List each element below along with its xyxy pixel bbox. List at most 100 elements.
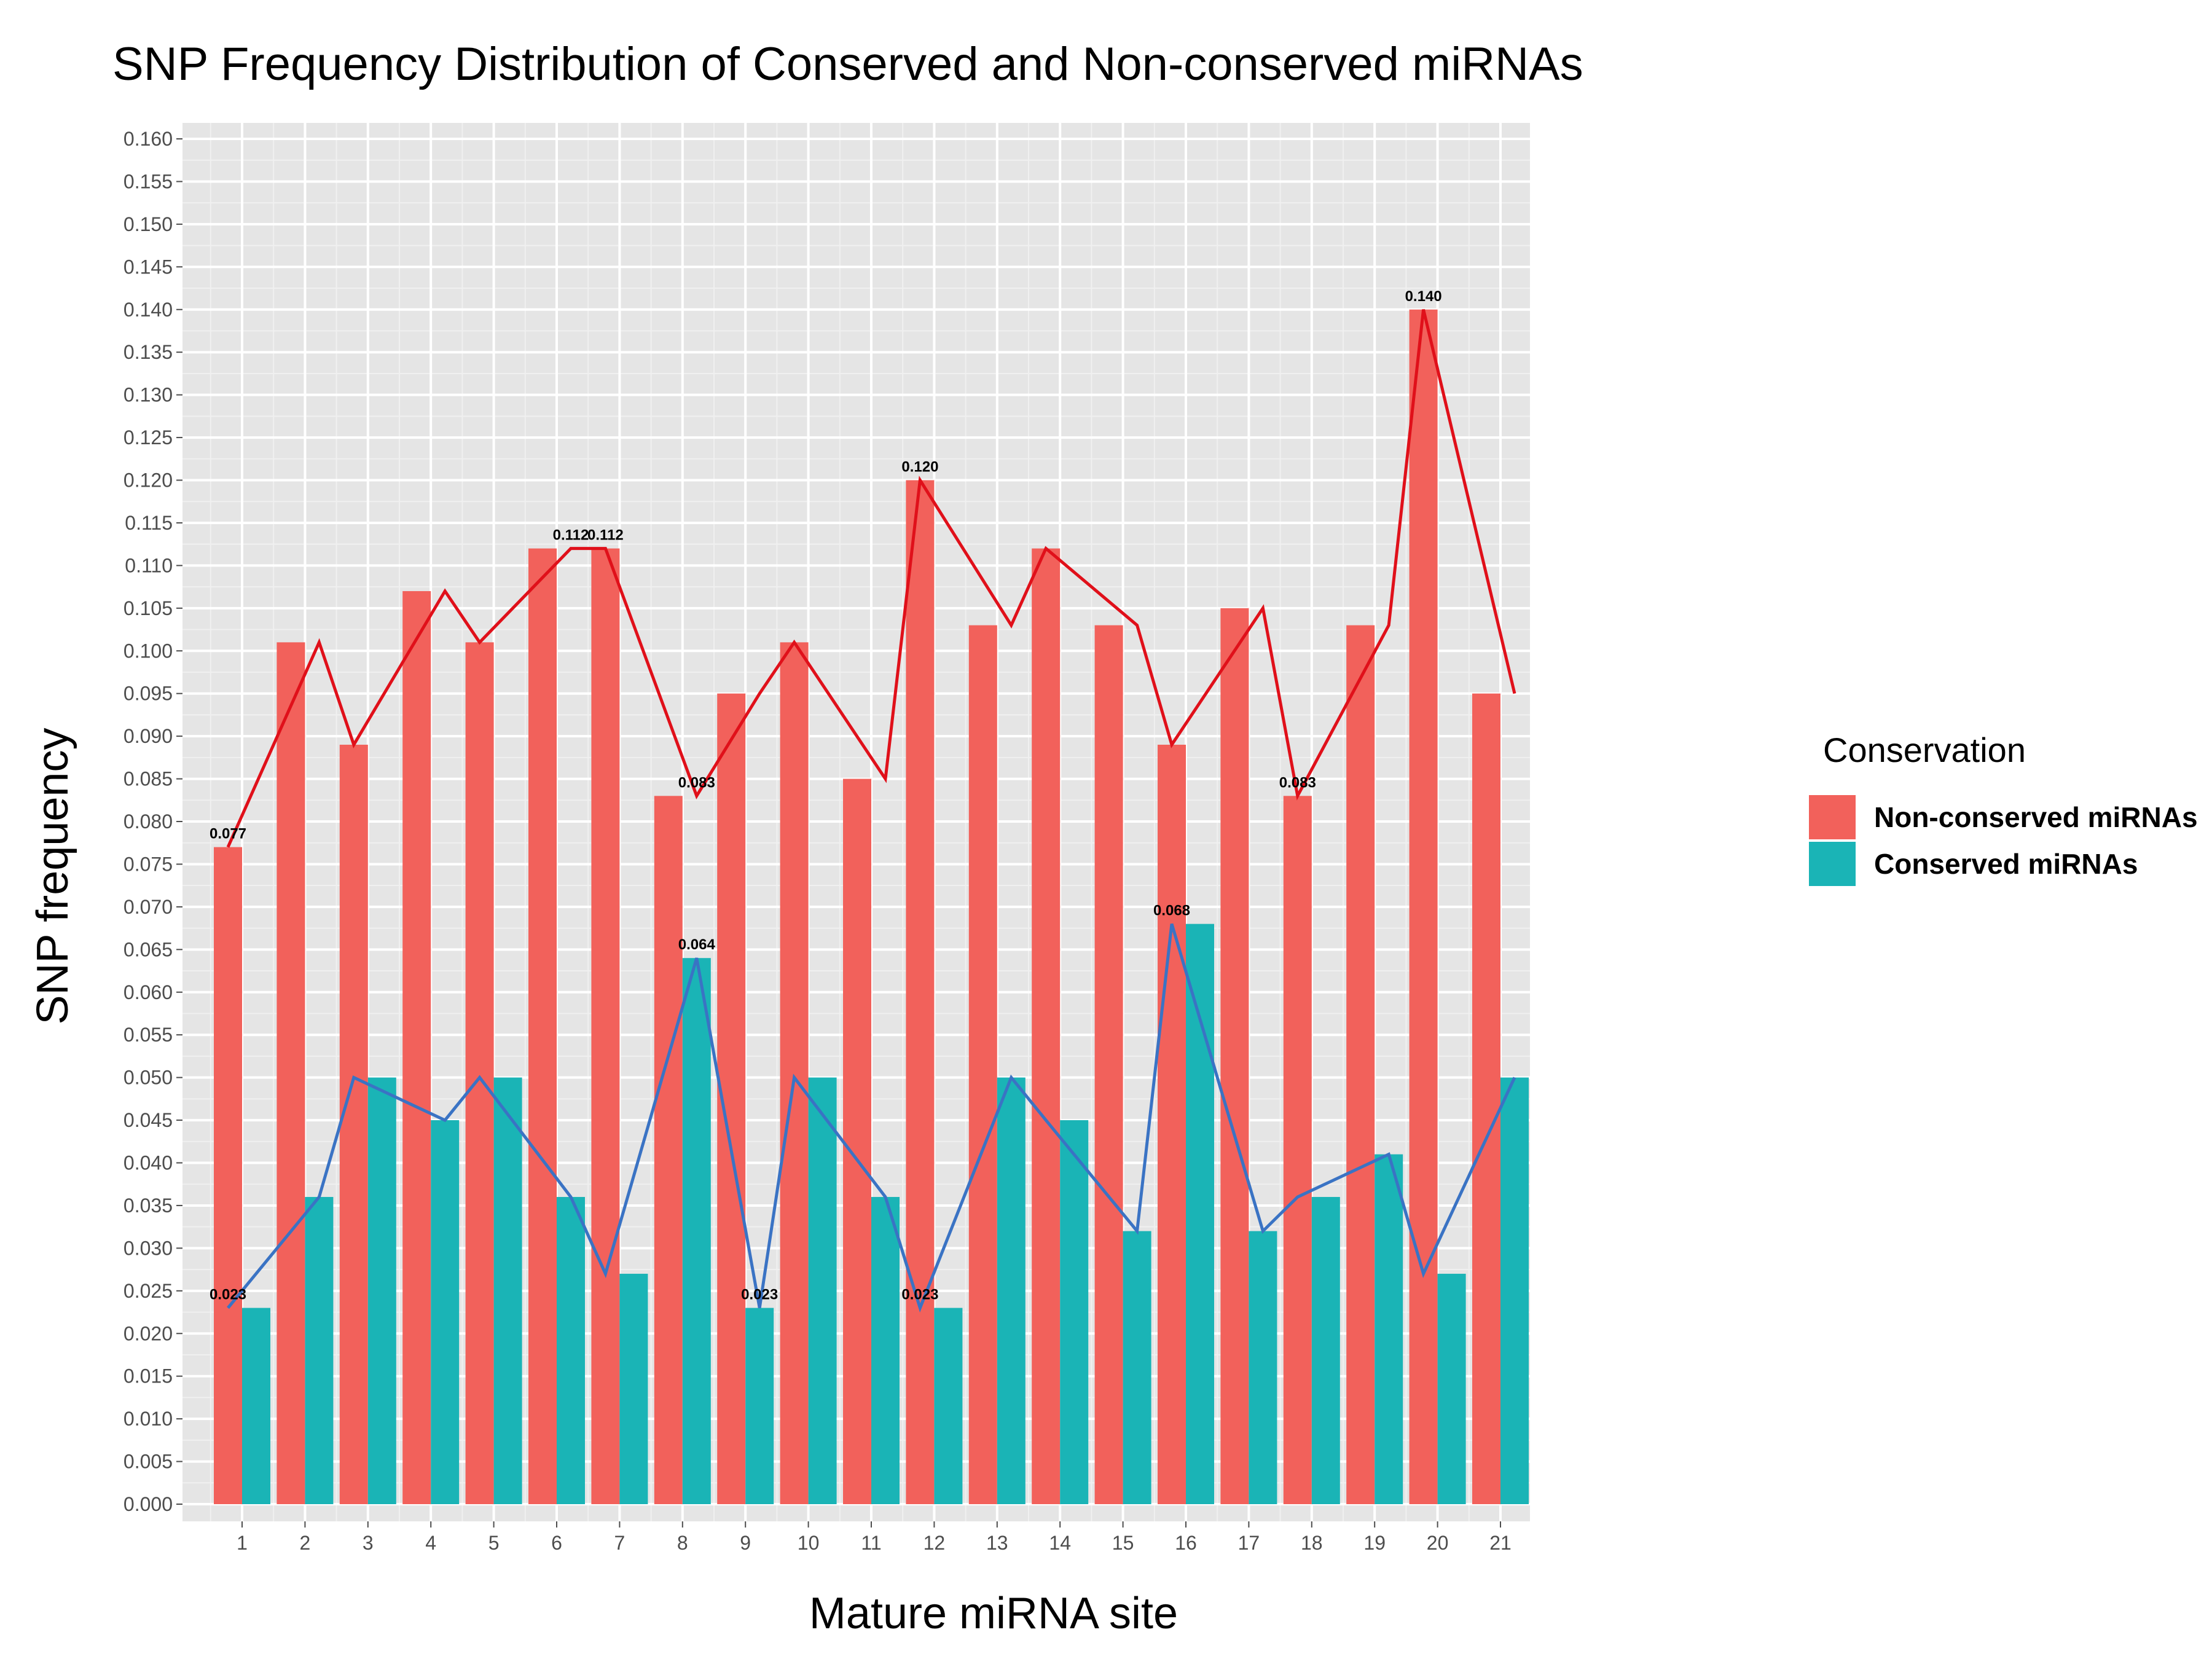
bar-non-conserved-site-17 [1220, 608, 1249, 1504]
y-axis-ticks: 0.000 0.005 0.010 0.015 0.020 0.025 0.030 0.035… [124, 128, 182, 1515]
data-label: 0.140 [1405, 288, 1442, 305]
bar-non-conserved-site-14 [1032, 548, 1061, 1504]
y-tick-label: 0.070 [124, 896, 173, 918]
y-tick-label: 0.095 [124, 683, 173, 705]
bar-non-conserved-site-21 [1472, 693, 1500, 1504]
x-tick-label: 15 [1112, 1532, 1134, 1554]
y-tick-label: 0.035 [124, 1194, 173, 1217]
bar-non-conserved-site-3 [339, 745, 368, 1504]
y-tick-label: 0.050 [124, 1067, 173, 1089]
bar-conserved-site-20 [1437, 1274, 1466, 1504]
y-tick-label: 0.100 [124, 640, 173, 662]
y-axis-title: SNP frequency [28, 728, 77, 1025]
y-tick-label: 0.060 [124, 981, 173, 1003]
x-tick-label: 10 [798, 1532, 820, 1554]
y-tick-label: 0.090 [124, 725, 173, 747]
data-label: 0.083 [678, 774, 715, 791]
data-label: 0.112 [587, 527, 624, 544]
bar-conserved-site-7 [619, 1274, 648, 1504]
y-tick-label: 0.030 [124, 1237, 173, 1259]
bar-conserved-site-16 [1186, 924, 1214, 1504]
legend-label-conserved: Conserved miRNAs [1874, 848, 2138, 880]
x-tick-label: 2 [300, 1532, 311, 1554]
y-tick-label: 0.080 [124, 810, 173, 833]
bar-non-conserved-site-18 [1283, 796, 1312, 1504]
data-label: 0.120 [901, 459, 938, 476]
x-tick-label: 4 [425, 1532, 436, 1554]
y-tick-label: 0.075 [124, 853, 173, 875]
bar-conserved-site-5 [493, 1077, 522, 1504]
x-tick-label: 14 [1049, 1532, 1071, 1554]
y-tick-label: 0.115 [125, 512, 173, 534]
x-tick-label: 20 [1427, 1532, 1449, 1554]
legend-swatch-non-conserved [1809, 795, 1856, 839]
x-tick-label: 5 [488, 1532, 500, 1554]
y-tick-label: 0.020 [124, 1322, 173, 1344]
bar-non-conserved-site-6 [528, 548, 557, 1504]
y-tick-label: 0.045 [124, 1109, 173, 1131]
x-axis-title: Mature miRNA site [809, 1589, 1178, 1638]
legend: Conservation Non-conserved miRNAs Conser… [1809, 731, 2198, 886]
bar-non-conserved-site-12 [906, 480, 935, 1504]
x-tick-label: 17 [1238, 1532, 1260, 1554]
bar-non-conserved-site-19 [1346, 625, 1375, 1504]
legend-label-non-conserved: Non-conserved miRNAs [1874, 801, 2198, 833]
data-label: 0.023 [901, 1287, 938, 1303]
bar-conserved-site-21 [1500, 1077, 1529, 1504]
y-tick-label: 0.135 [124, 341, 173, 363]
bar-conserved-site-2 [305, 1197, 334, 1504]
y-tick-label: 0.130 [124, 384, 173, 406]
x-tick-label: 8 [677, 1532, 688, 1554]
y-tick-label: 0.015 [124, 1365, 173, 1387]
bar-conserved-site-18 [1311, 1197, 1340, 1504]
bar-conserved-site-11 [871, 1197, 900, 1504]
data-label: 0.064 [678, 936, 716, 953]
x-tick-label: 21 [1489, 1532, 1512, 1554]
data-label: 0.077 [210, 826, 246, 842]
y-tick-label: 0.120 [124, 469, 173, 492]
bar-conserved-site-6 [557, 1197, 585, 1504]
y-tick-label: 0.150 [124, 213, 173, 235]
y-tick-label: 0.005 [124, 1451, 173, 1473]
bar-non-conserved-site-13 [968, 625, 997, 1504]
bar-conserved-site-15 [1123, 1231, 1151, 1504]
bar-non-conserved-site-15 [1094, 625, 1123, 1504]
x-tick-label: 13 [986, 1532, 1008, 1554]
bars-layer [214, 309, 1529, 1504]
line-non-conserved [226, 309, 1516, 848]
bar-conserved-site-17 [1249, 1231, 1277, 1504]
x-tick-label: 18 [1301, 1532, 1323, 1554]
x-axis-ticks: 1 2 3 4 5 6 7 8 9 10 11 12 13 14 15 16 17 18 19 20 21 [237, 1521, 1512, 1554]
y-tick-label: 0.140 [124, 299, 173, 321]
bar-non-conserved-site-5 [465, 642, 494, 1504]
bar-conserved-site-14 [1060, 1120, 1089, 1504]
y-tick-label: 0.025 [124, 1280, 173, 1302]
bar-conserved-site-8 [682, 958, 711, 1504]
lines-layer [226, 309, 1516, 1313]
x-tick-label: 11 [861, 1532, 881, 1554]
x-tick-label: 3 [363, 1532, 374, 1554]
bar-non-conserved-site-2 [276, 642, 305, 1504]
x-tick-label: 12 [924, 1532, 946, 1554]
bar-non-conserved-site-1 [214, 847, 242, 1504]
bar-conserved-site-10 [808, 1077, 837, 1504]
bar-non-conserved-site-11 [843, 779, 871, 1504]
bar-non-conserved-site-10 [780, 642, 809, 1504]
bar-conserved-site-4 [431, 1120, 460, 1504]
y-tick-label: 0.010 [124, 1408, 173, 1430]
y-tick-label: 0.055 [124, 1024, 173, 1046]
y-tick-label: 0.065 [124, 938, 173, 960]
bar-conserved-site-9 [745, 1308, 774, 1504]
bar-conserved-site-1 [242, 1308, 270, 1504]
y-tick-label: 0.145 [124, 256, 173, 278]
y-tick-label: 0.155 [124, 170, 173, 192]
y-tick-label: 0.085 [124, 768, 173, 790]
data-label: 0.023 [210, 1287, 246, 1303]
x-tick-label: 9 [740, 1532, 751, 1554]
x-tick-label: 1 [237, 1532, 248, 1554]
bar-non-conserved-site-7 [591, 548, 620, 1504]
line-conserved [227, 923, 1516, 1313]
